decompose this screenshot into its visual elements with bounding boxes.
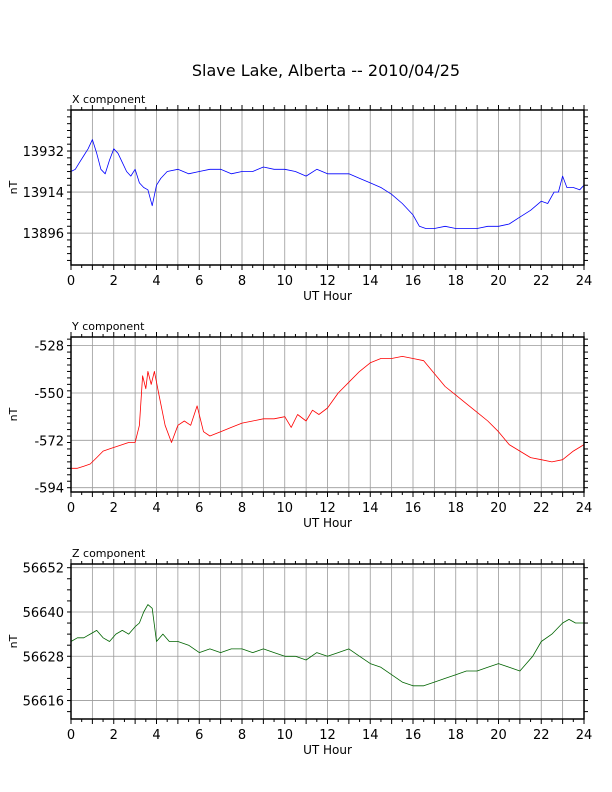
y-tick-label: -594 — [34, 482, 64, 497]
y-tick-label: 56652 — [23, 562, 64, 577]
x-axis-title: UT Hour — [303, 743, 352, 757]
y-tick-label: 56616 — [23, 695, 64, 710]
x-tick-label: 0 — [67, 274, 75, 289]
series-line-1 — [70, 604, 584, 687]
x-tick-label: 4 — [152, 501, 160, 516]
y-axis-title: nT — [7, 407, 20, 421]
y-tick-label: 56640 — [23, 606, 64, 621]
x-tick-label: 12 — [319, 501, 336, 516]
x-tick-label: 8 — [238, 501, 246, 516]
series-line-1 — [70, 139, 585, 229]
x-tick-label: 18 — [447, 728, 464, 743]
y-axis-title: nT — [7, 634, 20, 648]
x-tick-label: 24 — [576, 728, 593, 743]
y-tick-label: -528 — [34, 340, 64, 355]
x-tick-label: 6 — [195, 728, 203, 743]
x-tick-label: 20 — [490, 728, 507, 743]
x-tick-label: 10 — [276, 728, 293, 743]
y-tick-label: -572 — [34, 434, 64, 449]
y-tick-label: 13932 — [23, 145, 64, 160]
x-tick-label: 20 — [490, 501, 507, 516]
y-tick-label: 13896 — [23, 227, 64, 242]
y-tick-label: 13914 — [23, 186, 64, 201]
x-tick-label: 16 — [405, 728, 422, 743]
x-axis-title: UT Hour — [303, 289, 352, 303]
x-tick-label: 18 — [447, 501, 464, 516]
x-tick-label: 8 — [238, 728, 246, 743]
chart-title: Slave Lake, Alberta -- 2010/04/25 — [192, 61, 460, 80]
panel-label: Z component — [72, 547, 146, 560]
x-tick-label: 8 — [238, 274, 246, 289]
x-tick-label: 2 — [110, 728, 118, 743]
x-tick-label: 4 — [152, 728, 160, 743]
x-tick-label: 14 — [362, 501, 379, 516]
x-tick-label: 24 — [576, 501, 593, 516]
x-tick-label: 10 — [276, 501, 293, 516]
x-tick-label: 12 — [319, 728, 336, 743]
x-tick-label: 16 — [405, 274, 422, 289]
x-tick-label: 10 — [276, 274, 293, 289]
y-axis-title: nT — [7, 180, 20, 194]
x-tick-label: 14 — [362, 728, 379, 743]
x-tick-label: 6 — [195, 274, 203, 289]
x-tick-label: 14 — [362, 274, 379, 289]
x-tick-label: 2 — [110, 501, 118, 516]
x-tick-label: 18 — [447, 274, 464, 289]
panel-label: Y component — [71, 320, 145, 333]
x-tick-label: 22 — [533, 501, 550, 516]
x-tick-label: 2 — [110, 274, 118, 289]
x-tick-label: 22 — [533, 274, 550, 289]
x-tick-label: 6 — [195, 501, 203, 516]
x-tick-label: 12 — [319, 274, 336, 289]
x-tick-label: 24 — [576, 274, 593, 289]
x-tick-label: 0 — [67, 501, 75, 516]
x-axis-title: UT Hour — [303, 516, 352, 530]
x-tick-label: 20 — [490, 274, 507, 289]
x-tick-label: 22 — [533, 728, 550, 743]
y-tick-label: -550 — [34, 387, 64, 402]
panel-label: X component — [72, 93, 146, 106]
x-tick-label: 0 — [67, 728, 75, 743]
x-tick-label: 16 — [405, 501, 422, 516]
y-tick-label: 56628 — [23, 650, 64, 665]
series-line-1 — [71, 356, 585, 469]
x-tick-label: 4 — [152, 274, 160, 289]
